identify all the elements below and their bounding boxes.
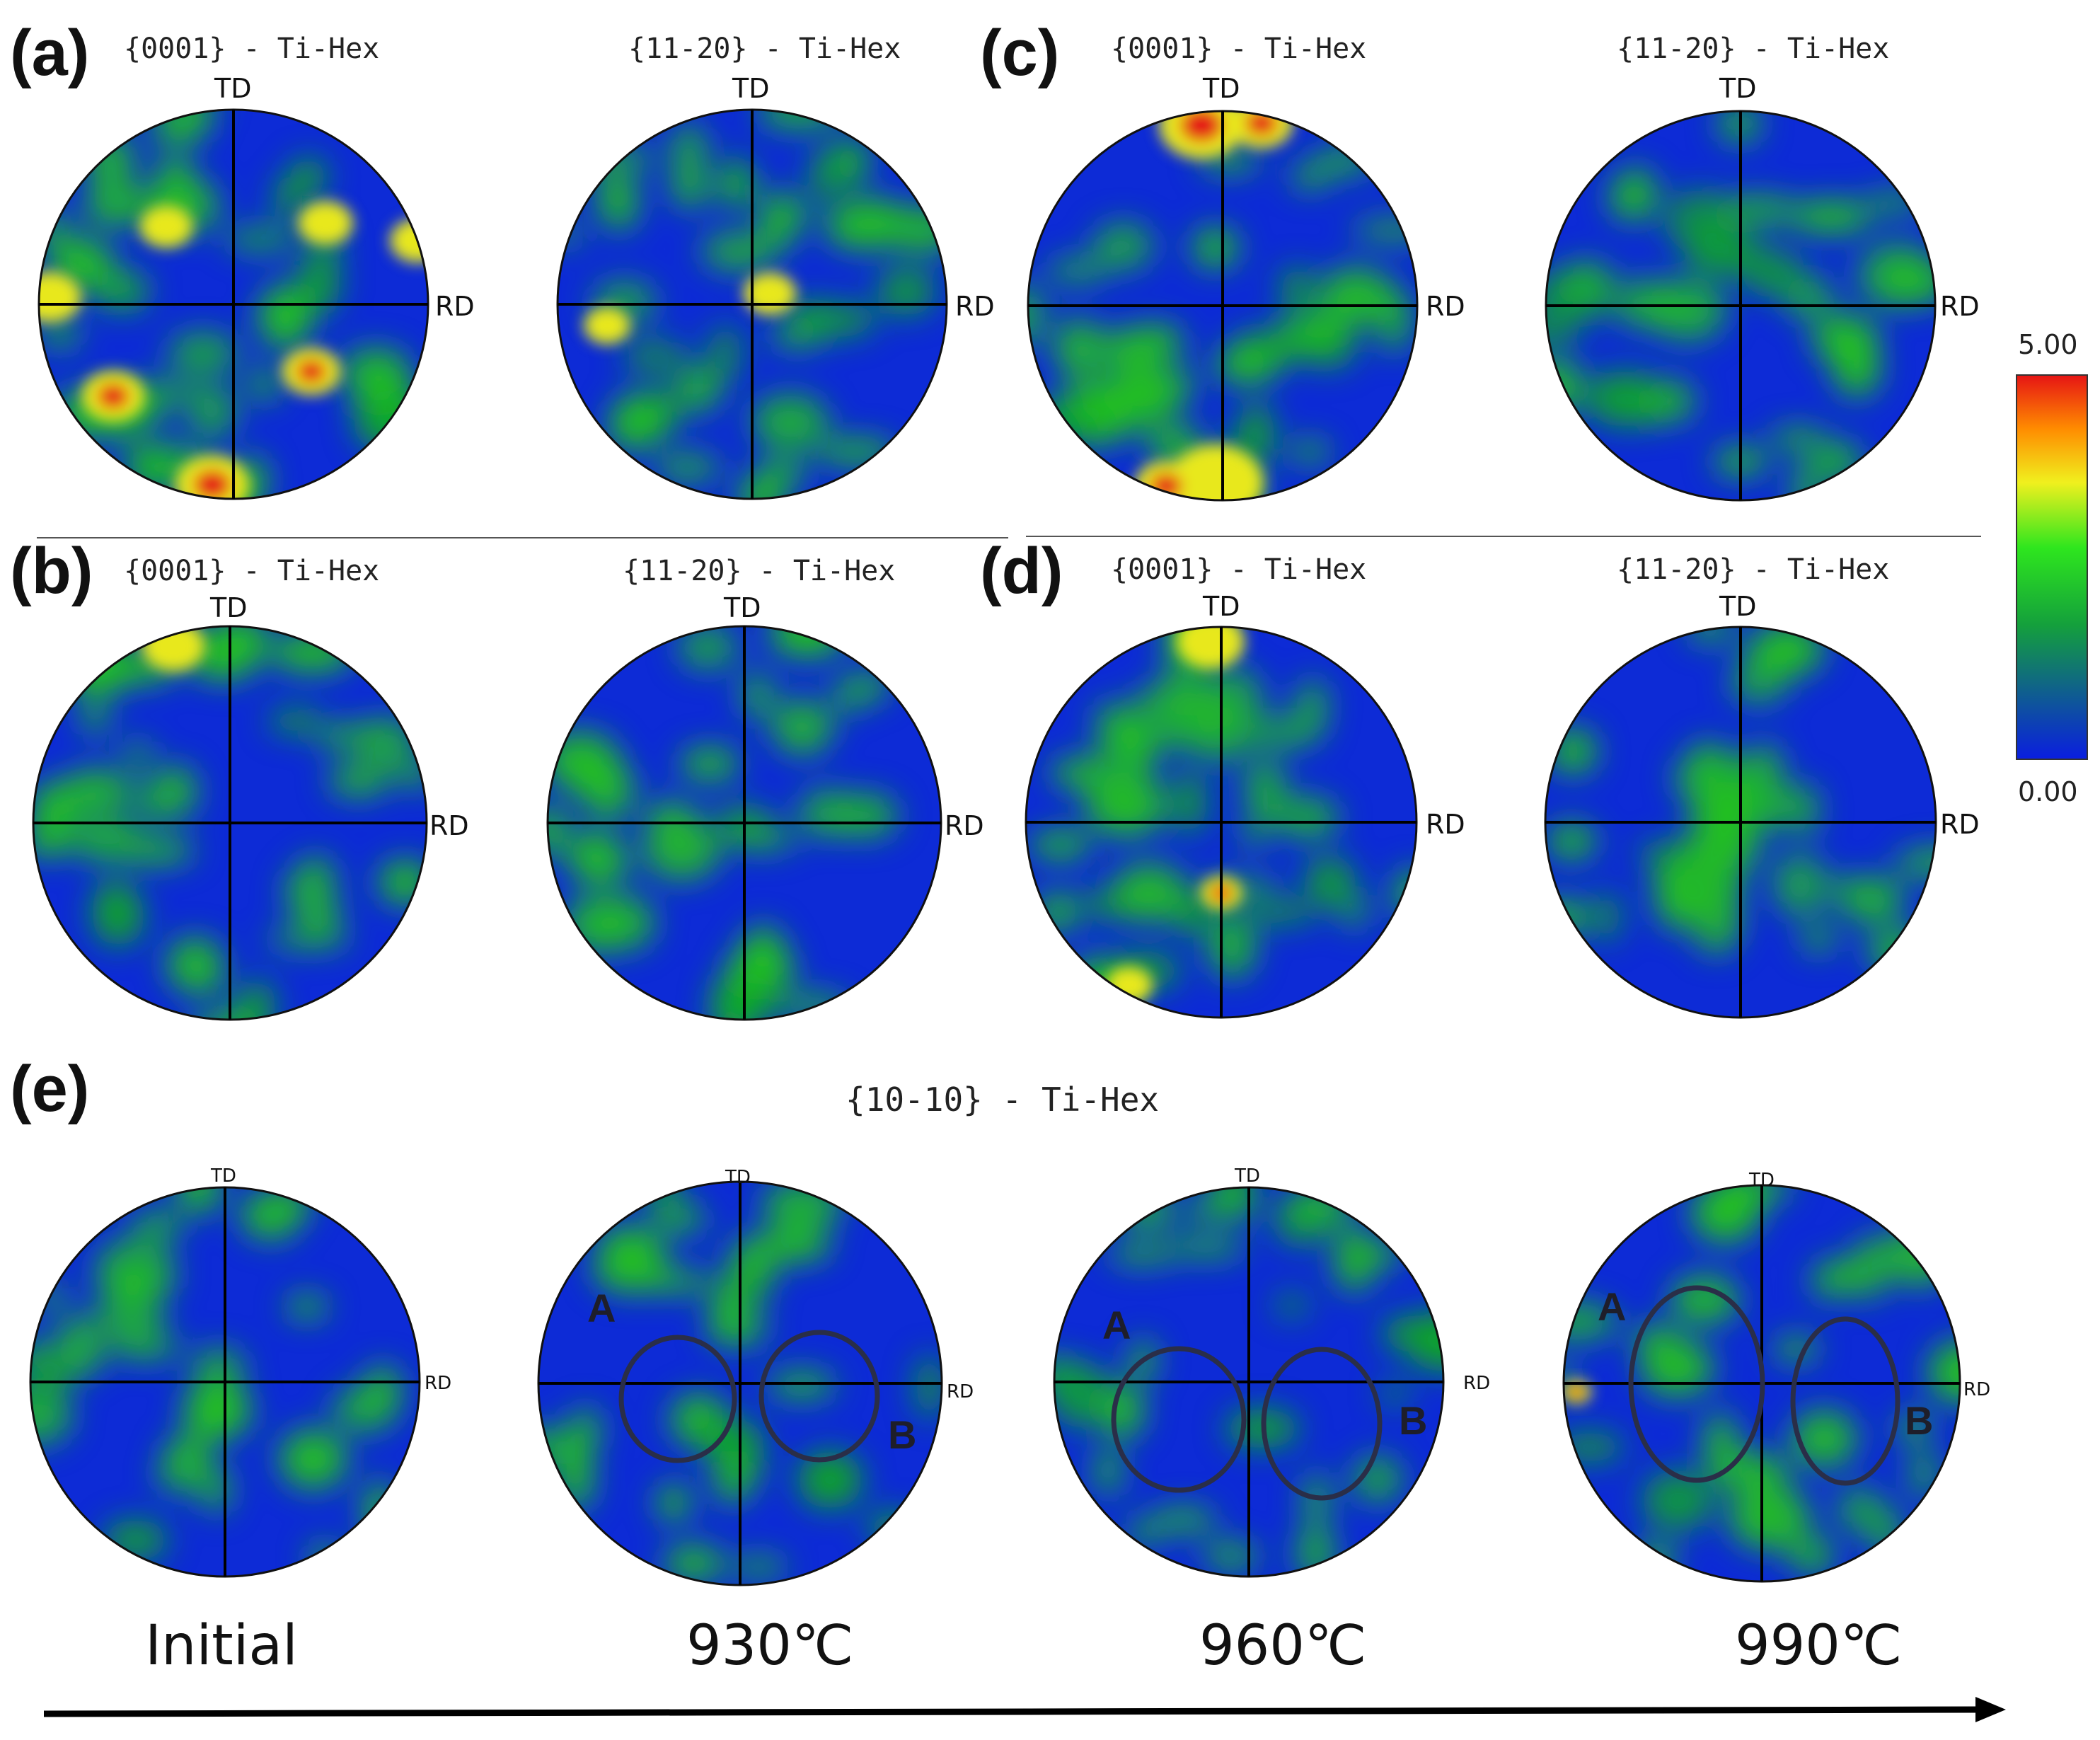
rd-label: RD bbox=[1426, 809, 1465, 840]
pf-title-d-1120: {11-20} - Ti-Hex bbox=[1617, 553, 1889, 586]
region-ellipse-b-930 bbox=[758, 1330, 880, 1463]
panel-label-c: (c) bbox=[980, 17, 1059, 89]
temp-label-930: 930℃ bbox=[686, 1614, 853, 1678]
region-ellipse-a-930 bbox=[618, 1335, 737, 1463]
colorbar-gradient bbox=[2016, 374, 2088, 760]
axis-labels: TD RD TD RD TD RD TD RD TD RD TD RD TD R… bbox=[209, 73, 1990, 1402]
pf-e-990 bbox=[1562, 1184, 1961, 1583]
rd-label: RD bbox=[435, 291, 475, 322]
region-label-b-990: B bbox=[1905, 1398, 1933, 1443]
rd-label: RD bbox=[945, 810, 984, 841]
pf-c-1120 bbox=[1545, 110, 1937, 502]
pf-e-initial bbox=[29, 1186, 421, 1578]
panel-label-a: (a) bbox=[10, 17, 89, 89]
td-label: TD bbox=[1202, 591, 1240, 622]
pf-title-c-1120: {11-20} - Ti-Hex bbox=[1617, 33, 1889, 65]
pf-title-b-0001: {0001} - Ti-Hex bbox=[124, 555, 379, 587]
rd-label: RD bbox=[1426, 291, 1465, 322]
pf-b-0001 bbox=[32, 625, 428, 1021]
td-label: TD bbox=[1202, 73, 1240, 104]
td-label: TD bbox=[1719, 73, 1756, 104]
pf-title-c-0001: {0001} - Ti-Hex bbox=[1111, 33, 1366, 65]
pf-title-a-1120: {11-20} - Ti-Hex bbox=[628, 33, 901, 65]
pf-b-1120 bbox=[546, 625, 942, 1021]
temp-label-990: 990℃ bbox=[1735, 1614, 1902, 1678]
td-label: TD bbox=[1748, 1170, 1775, 1191]
temp-label-initial: Initial bbox=[145, 1614, 298, 1678]
td-label: TD bbox=[1719, 591, 1756, 622]
region-label-a-990: A bbox=[1598, 1284, 1626, 1329]
rd-label: RD bbox=[947, 1381, 974, 1402]
rd-label: RD bbox=[425, 1373, 451, 1394]
td-label: TD bbox=[209, 592, 247, 623]
pf-a-1120 bbox=[556, 108, 948, 500]
pf-d-1120 bbox=[1544, 626, 1937, 1019]
panel-label-b: (b) bbox=[10, 535, 93, 607]
panel-label-d: (d) bbox=[980, 535, 1063, 607]
pf-title-b-1120: {11-20} - Ti-Hex bbox=[623, 555, 895, 587]
pf-d-0001 bbox=[1025, 626, 1418, 1019]
region-label-a-960: A bbox=[1102, 1303, 1131, 1347]
pf-a-0001 bbox=[38, 108, 429, 500]
pf-c-0001 bbox=[1027, 110, 1419, 502]
region-markers bbox=[618, 1285, 1900, 1501]
colorbar-max-label: 5.00 bbox=[2018, 329, 2078, 360]
rd-label: RD bbox=[1963, 1379, 1990, 1400]
rd-label: RD bbox=[955, 291, 995, 322]
temperature-arrow bbox=[43, 1697, 2006, 1722]
pf-title-a-0001: {0001} - Ti-Hex bbox=[124, 33, 379, 65]
td-label: TD bbox=[723, 592, 761, 623]
region-ellipse-b-960 bbox=[1261, 1347, 1383, 1501]
td-label: TD bbox=[732, 73, 769, 104]
pf-e-930 bbox=[537, 1180, 943, 1586]
rd-label: RD bbox=[1940, 291, 1980, 322]
td-label: TD bbox=[725, 1167, 751, 1188]
temp-label-960: 960℃ bbox=[1199, 1614, 1366, 1678]
td-label: TD bbox=[1234, 1165, 1260, 1187]
rd-label: RD bbox=[1940, 809, 1980, 840]
region-ellipse-b-990 bbox=[1790, 1316, 1900, 1486]
pole-figures bbox=[29, 108, 1961, 1586]
region-label-b-960: B bbox=[1399, 1398, 1427, 1443]
rd-label: RD bbox=[1463, 1373, 1490, 1394]
pf-e-960 bbox=[1053, 1186, 1445, 1578]
pf-title-e-1010: {10-10} - Ti-Hex bbox=[846, 1081, 1159, 1119]
panel-label-e: (e) bbox=[10, 1053, 89, 1125]
td-label: TD bbox=[210, 1165, 236, 1187]
rd-label: RD bbox=[429, 810, 469, 841]
colorbar-min-label: 0.00 bbox=[2018, 776, 2078, 807]
pf-title-d-0001: {0001} - Ti-Hex bbox=[1111, 553, 1366, 586]
colorbar: 5.00 0.00 bbox=[2016, 329, 2088, 807]
region-label-a-930: A bbox=[587, 1286, 616, 1330]
td-label: TD bbox=[214, 73, 251, 104]
region-ellipse-a-960 bbox=[1111, 1346, 1247, 1493]
region-ellipse-a-990 bbox=[1628, 1285, 1765, 1483]
region-label-b-930: B bbox=[888, 1412, 916, 1457]
